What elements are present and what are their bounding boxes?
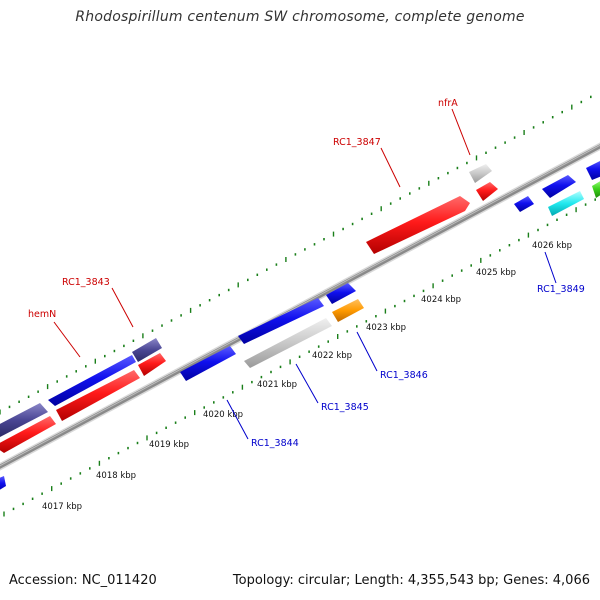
- accession-text: Accession: NC_011420: [9, 573, 157, 588]
- label-nfrA[interactable]: nfrA: [438, 98, 458, 109]
- ruler-label-4020: 4020 kbp: [203, 410, 243, 420]
- genes-forward-strand: [0, 160, 600, 437]
- ruler-label-4023: 4023 kbp: [366, 323, 406, 333]
- ruler-label-4017: 4017 kbp: [42, 502, 82, 512]
- gene-rc1-3849[interactable]: [548, 191, 584, 216]
- gene-red-small[interactable]: [138, 353, 166, 376]
- gene-green-far-right[interactable]: [592, 180, 600, 198]
- gene-red-left[interactable]: [0, 416, 56, 453]
- gene-blue-right-top[interactable]: [542, 175, 576, 198]
- ruler-label-4018: 4018 kbp: [96, 471, 136, 481]
- gene-rc1-3845[interactable]: [244, 318, 332, 368]
- gene-rc1-3844[interactable]: [180, 346, 236, 381]
- gene-blue-mid-top[interactable]: [238, 298, 324, 344]
- genes-reverse-strand: [0, 191, 584, 492]
- ruler-label-4024: 4024 kbp: [421, 295, 461, 305]
- ruler-ticks-reverse: [3, 198, 597, 517]
- gene-blue-far-right[interactable]: [586, 160, 600, 180]
- label-rc1-3849[interactable]: RC1_3849: [537, 284, 585, 295]
- gene-rc1-3843-tail[interactable]: [132, 338, 162, 362]
- gene-label-group: hemN RC1_3843 RC1_3847 nfrA RC1_3844 RC1…: [28, 98, 585, 449]
- ruler-label-4021: 4021 kbp: [257, 380, 297, 390]
- label-rc1-3845[interactable]: RC1_3845: [321, 402, 369, 413]
- gene-nfrA-red[interactable]: [476, 182, 498, 201]
- ruler-label-4026: 4026 kbp: [532, 241, 572, 251]
- ruler-label-4025: 4025 kbp: [476, 268, 516, 278]
- gene-blue-small-mid[interactable]: [326, 283, 356, 304]
- label-rc1-3843[interactable]: RC1_3843: [62, 277, 110, 288]
- map-title: Rhodospirillum centenum SW chromosome, c…: [75, 9, 525, 25]
- chromosome-backbone: [0, 142, 600, 471]
- ruler-ticks-forward: [0, 95, 592, 415]
- label-rc1-3847[interactable]: RC1_3847: [333, 137, 381, 148]
- gene-red-hemN-partner[interactable]: [56, 370, 140, 421]
- gene-hemN[interactable]: [48, 355, 136, 406]
- topology-text: Topology: circular; Length: 4,355,543 bp…: [232, 573, 590, 588]
- gene-blue-bottom-left[interactable]: [0, 476, 6, 492]
- ruler-label-4019: 4019 kbp: [149, 440, 189, 450]
- label-rc1-3846[interactable]: RC1_3846: [380, 370, 428, 381]
- gene-nfrA-gray[interactable]: [469, 164, 492, 183]
- gene-rc1-3846[interactable]: [332, 299, 364, 322]
- gene-rc1-3847[interactable]: [366, 196, 470, 254]
- label-hemN[interactable]: hemN: [28, 309, 56, 320]
- ruler-labels: 4017 kbp 4018 kbp 4019 kbp 4020 kbp 4021…: [42, 241, 572, 512]
- label-rc1-3844[interactable]: RC1_3844: [251, 438, 299, 449]
- ruler-label-4022: 4022 kbp: [312, 351, 352, 361]
- gene-blue-small-right[interactable]: [514, 196, 534, 212]
- gene-slate-left[interactable]: [0, 403, 48, 437]
